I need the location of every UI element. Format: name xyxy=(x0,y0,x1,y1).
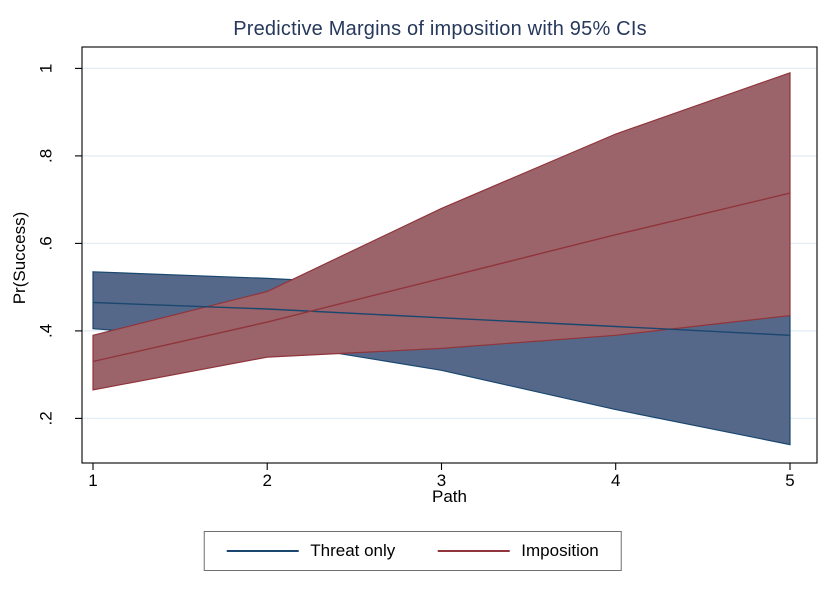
x-tick-label: 1 xyxy=(88,471,97,490)
x-tick-label: 4 xyxy=(611,471,620,490)
plot-area-border xyxy=(81,46,818,464)
legend-entry-imposition: Imposition xyxy=(437,541,599,561)
y-tick-label: 1 xyxy=(37,64,56,73)
imposition-line-swatch xyxy=(437,550,510,552)
legend-entry-threat-only: Threat only xyxy=(226,541,395,561)
threat-only-mean-line xyxy=(92,301,791,336)
y-tick-label: .4 xyxy=(37,324,56,338)
legend-label: Imposition xyxy=(521,541,599,560)
x-tick-label: 5 xyxy=(785,471,794,490)
x-tick-label: 3 xyxy=(437,471,446,490)
y-tick-label: .6 xyxy=(37,236,56,250)
x-axis-title: Path xyxy=(432,487,467,506)
y-axis-title: Pr(Success) xyxy=(10,211,29,305)
threat-only-line-swatch xyxy=(226,550,299,552)
legend-label: Threat only xyxy=(310,541,396,560)
y-tick-label: .8 xyxy=(37,149,56,163)
y-tick-label: .2 xyxy=(37,411,56,425)
x-tick-label: 2 xyxy=(262,471,271,490)
chart-title: Predictive Margins of imposition with 95… xyxy=(233,18,647,40)
imposition-ci-band xyxy=(92,71,791,391)
imposition-mean-line xyxy=(92,192,791,363)
legend-box: Threat only Imposition xyxy=(203,531,622,571)
